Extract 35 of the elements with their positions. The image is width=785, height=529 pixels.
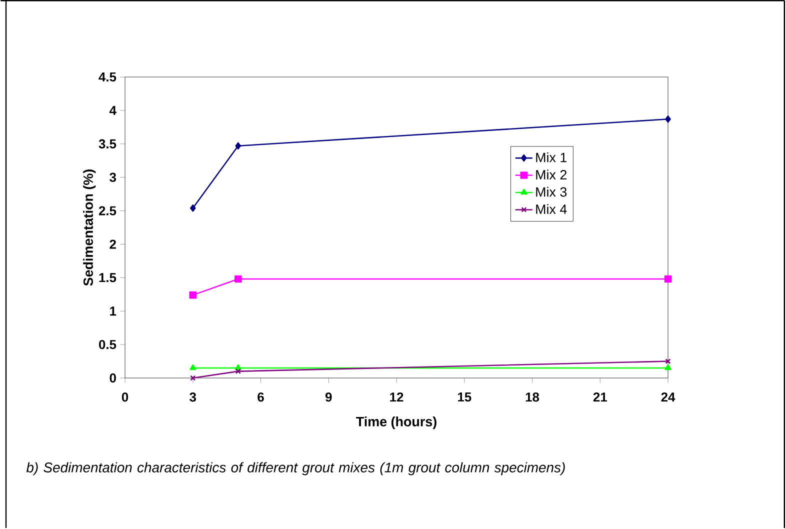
x-tick-label: 24 — [661, 392, 676, 402]
y-tick-label: 2.5 — [98, 206, 116, 216]
x-tick-label: 21 — [593, 392, 607, 402]
y-tick-label: 0 — [110, 373, 116, 383]
x-tick-label: 18 — [526, 392, 540, 402]
point — [235, 142, 242, 150]
y-tick-label: 2 — [110, 240, 116, 249]
point — [664, 364, 672, 370]
y-tick-label: 4 — [109, 106, 116, 115]
legend-label: Mix 1 — [536, 152, 567, 162]
point — [665, 115, 671, 123]
x-tick-label: 3 — [190, 392, 196, 402]
x-tick-label: 9 — [325, 392, 332, 402]
x-tick-label: 0 — [122, 392, 128, 402]
point — [190, 204, 196, 212]
y-tick-label: 3.5 — [98, 139, 116, 148]
legend-label: Mix 2 — [536, 170, 566, 180]
point — [234, 275, 242, 283]
y-tick-label: 3 — [110, 172, 116, 182]
x-tick-label: 12 — [390, 392, 404, 402]
y-tick-label: 1 — [110, 306, 116, 316]
point — [190, 364, 196, 370]
y-tick-label: 4.5 — [98, 72, 116, 82]
x-tick-label: 15 — [458, 392, 472, 402]
legend-label: Mix 4 — [536, 204, 567, 214]
y-axis-title: Sedimentation (%) — [83, 170, 96, 286]
point — [664, 275, 672, 283]
point — [189, 291, 197, 299]
x-tick-label: 6 — [258, 392, 264, 402]
y-tick-label: 0.5 — [99, 340, 116, 350]
y-tick-label: 1.5 — [99, 273, 116, 282]
x-axis-title: Time (hours) — [356, 416, 436, 430]
text: b) Sedimentation characteristics of different grout mixes (1m grout column specimens) — [26, 462, 565, 476]
point — [235, 368, 241, 374]
legend-label: Mix 3 — [536, 186, 567, 197]
